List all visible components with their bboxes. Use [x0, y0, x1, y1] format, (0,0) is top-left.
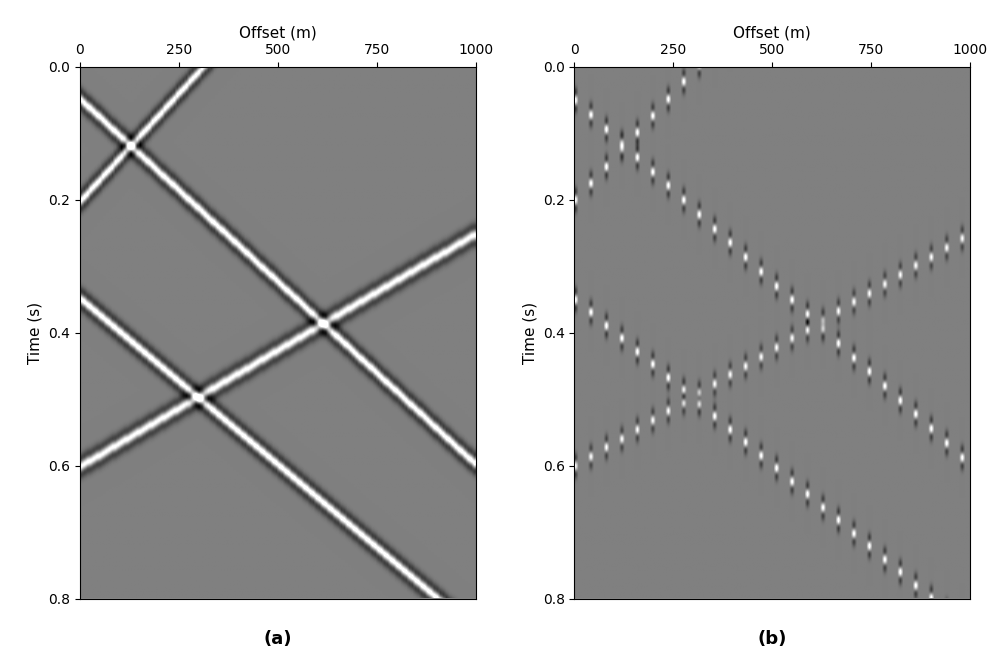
- X-axis label: Offset (m): Offset (m): [239, 25, 317, 40]
- X-axis label: Offset (m): Offset (m): [733, 25, 811, 40]
- Text: (b): (b): [758, 630, 787, 648]
- Text: (a): (a): [264, 630, 292, 648]
- Y-axis label: Time (s): Time (s): [28, 301, 43, 364]
- Y-axis label: Time (s): Time (s): [522, 301, 537, 364]
